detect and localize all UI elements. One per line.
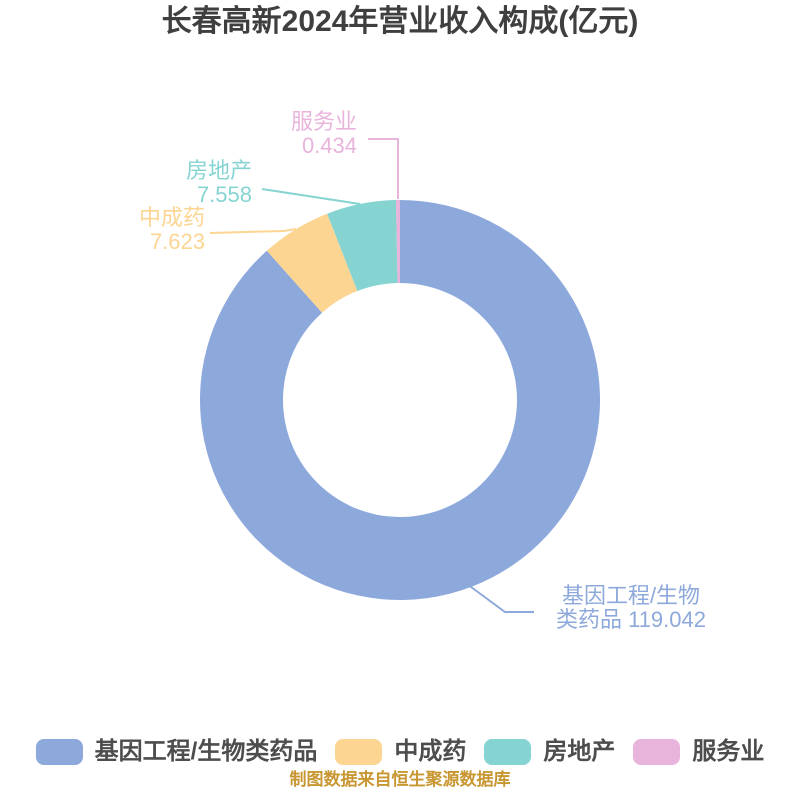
label-leader-line-1 bbox=[209, 228, 297, 234]
legend: 基因工程/生物类药品 中成药 房地产 服务业 bbox=[0, 738, 800, 766]
legend-label: 服务业 bbox=[692, 738, 765, 765]
legend-swatch-jiyin[interactable] bbox=[35, 739, 83, 765]
callout-name: 基因工程/生物 bbox=[561, 583, 701, 608]
callout-value: 7.558 bbox=[196, 182, 252, 207]
pie-slice-0[interactable] bbox=[200, 200, 601, 600]
callout-fangdichan: 房地产 7.558 bbox=[186, 159, 252, 207]
legend-label: 房地产 bbox=[543, 738, 616, 765]
legend-item-fangdichan[interactable]: 房地产 bbox=[484, 738, 615, 766]
legend-swatch-zhongchengyao[interactable] bbox=[335, 739, 383, 765]
callout-name: 服务业 bbox=[290, 109, 357, 134]
callout-value: 类药品 119.042 bbox=[555, 607, 706, 632]
legend-label: 中成药 bbox=[394, 738, 467, 765]
legend-label: 基因工程/生物类药品 bbox=[94, 738, 318, 765]
chart-title: 长春高新2024年营业收入构成(亿元) bbox=[161, 5, 639, 38]
label-leader-line-0 bbox=[466, 583, 534, 613]
legend-item-fuwuye[interactable]: 服务业 bbox=[633, 738, 764, 766]
callout-jiyin: 基因工程/生物 类药品 119.042 bbox=[540, 584, 722, 632]
label-leader-line-3 bbox=[368, 138, 399, 199]
callout-value: 7.623 bbox=[149, 229, 205, 254]
data-source-note: 制图数据来自恒生聚源数据库 bbox=[289, 770, 511, 789]
callout-name: 房地产 bbox=[185, 158, 252, 183]
legend-item-jiyin[interactable]: 基因工程/生物类药品 bbox=[35, 738, 318, 766]
pie-slice-2[interactable] bbox=[327, 200, 398, 292]
legend-swatch-fangdichan[interactable] bbox=[484, 739, 532, 765]
callout-zhongchengyao: 中成药 7.623 bbox=[139, 206, 205, 254]
callout-fuwuye: 服务业 0.434 bbox=[291, 110, 357, 158]
callout-value: 0.434 bbox=[301, 133, 357, 158]
callout-name: 中成药 bbox=[138, 205, 205, 230]
pie-slice-3[interactable] bbox=[395, 200, 400, 284]
legend-item-zhongchengyao[interactable]: 中成药 bbox=[335, 738, 466, 766]
legend-swatch-fuwuye[interactable] bbox=[633, 739, 681, 765]
pie-slice-1[interactable] bbox=[266, 213, 358, 313]
label-leader-line-2 bbox=[261, 188, 361, 205]
